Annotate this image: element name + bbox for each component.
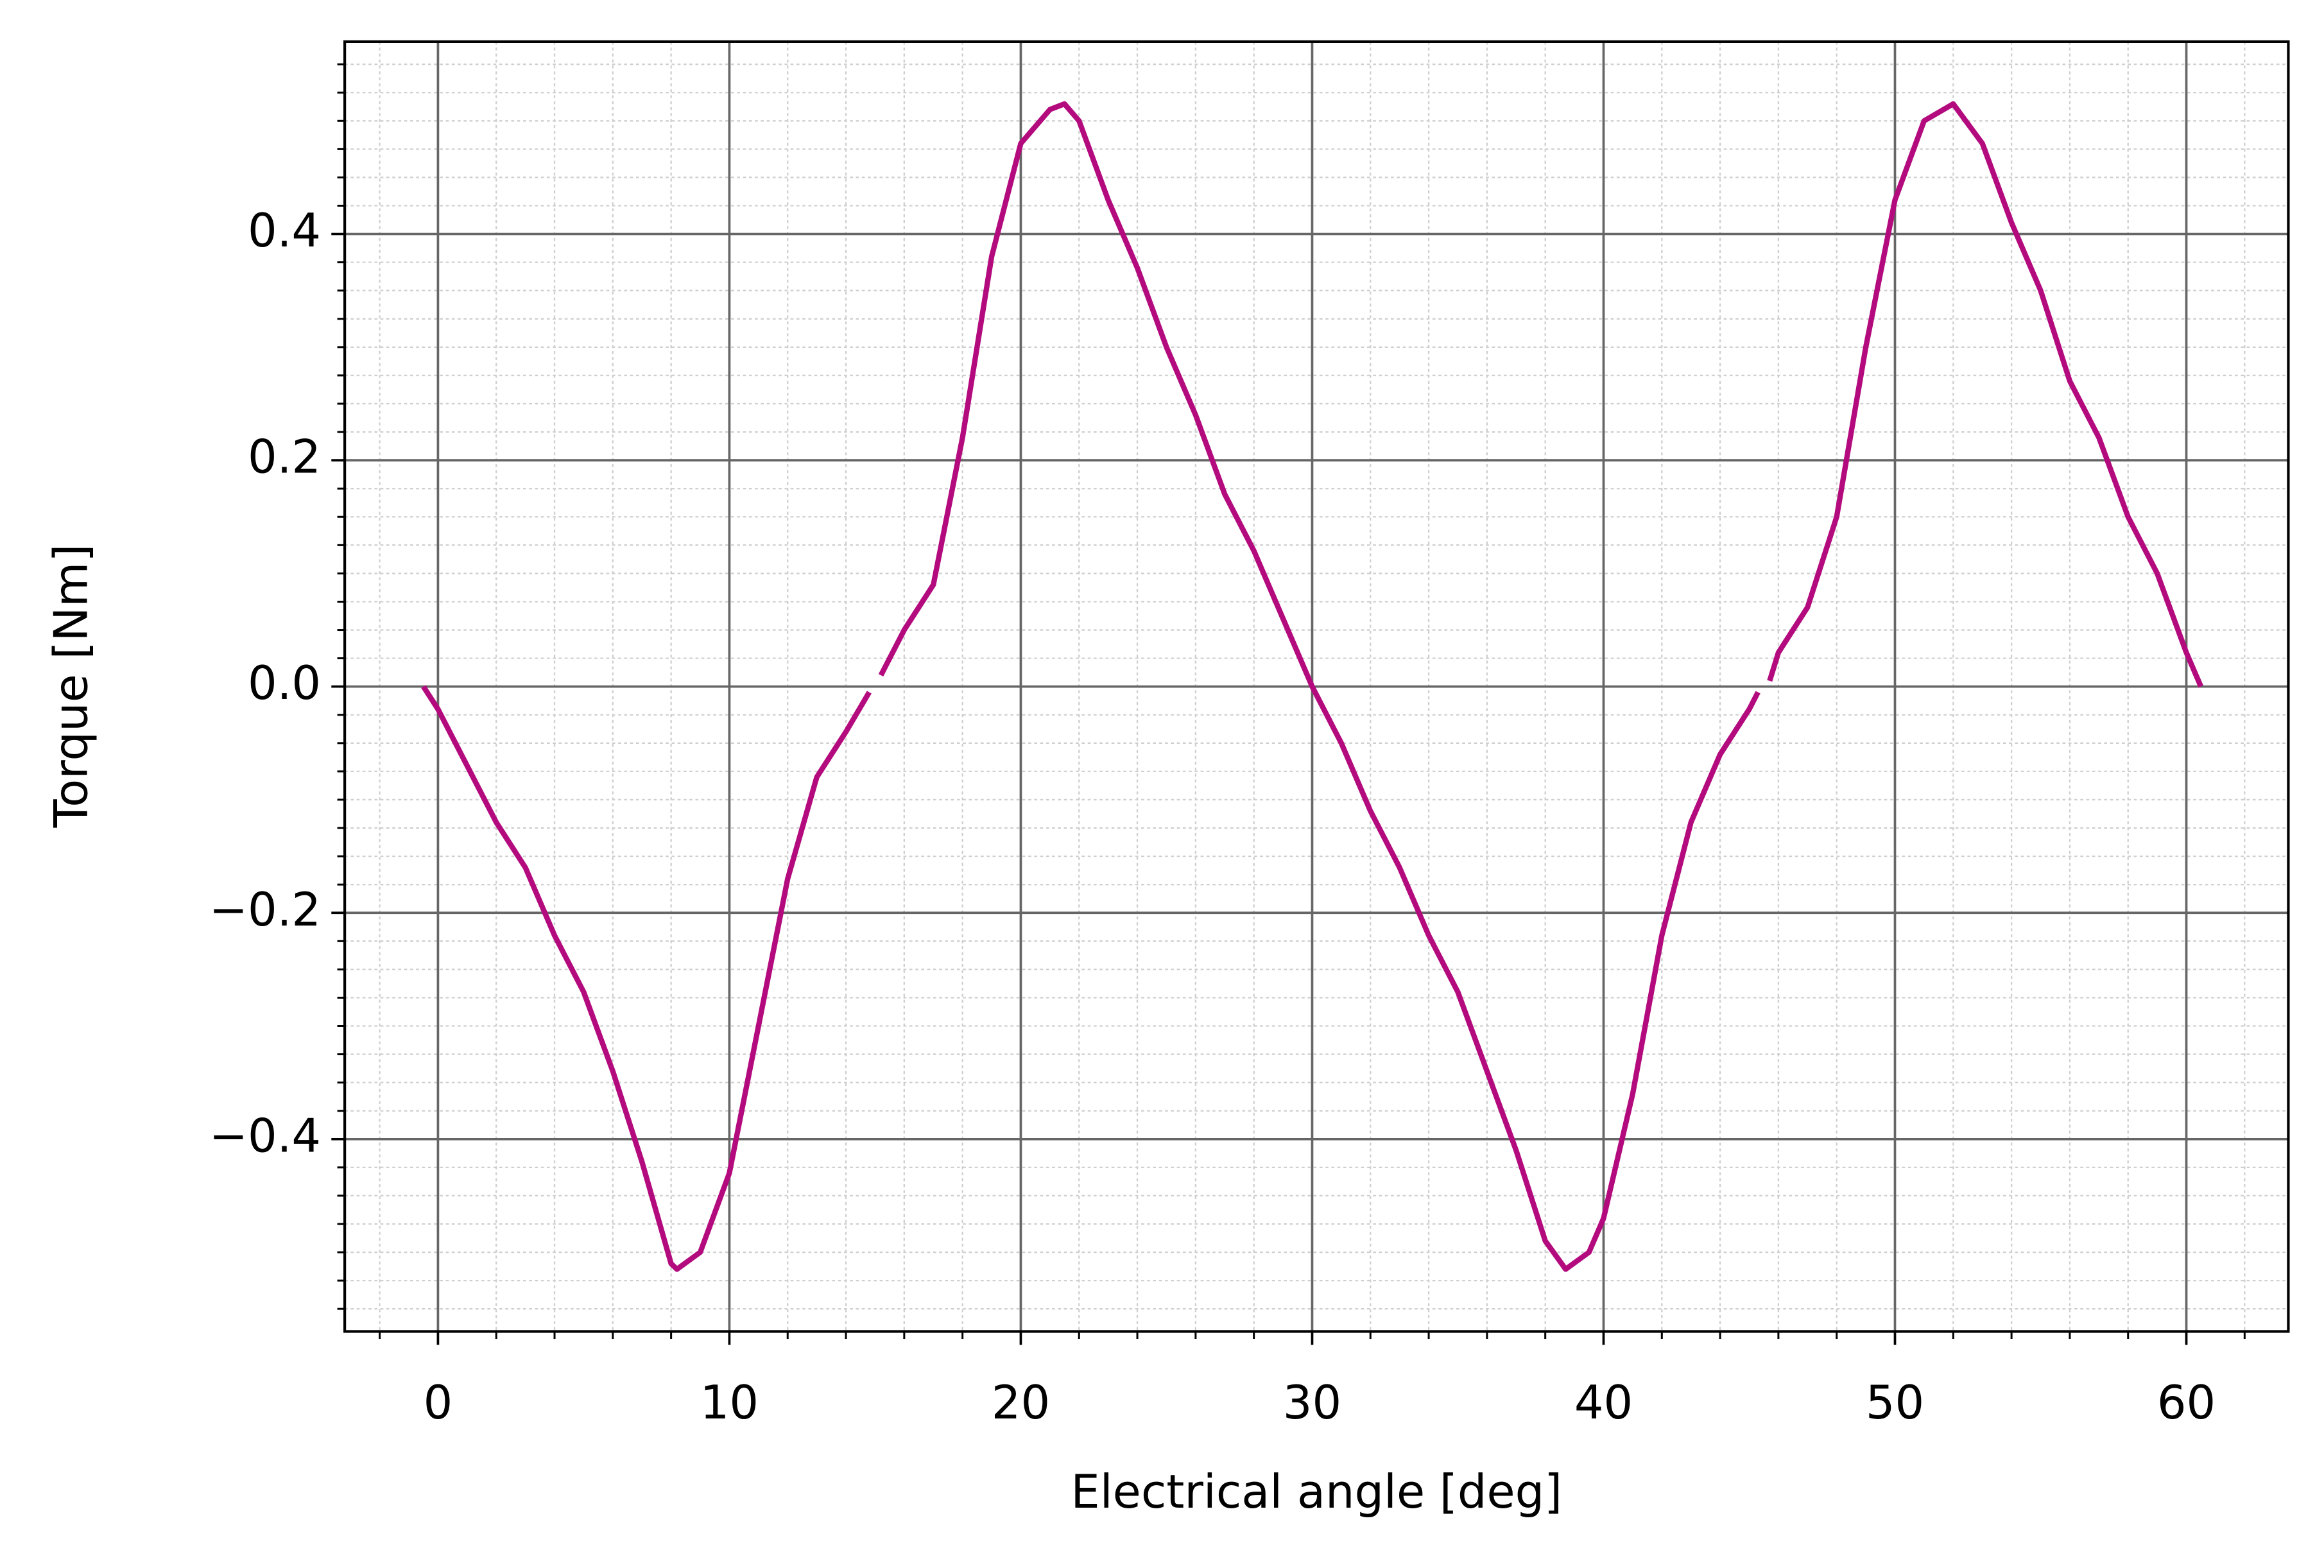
- y-tick-label: −0.2: [209, 883, 321, 936]
- x-tick-label: 40: [1574, 1375, 1633, 1429]
- x-tick-label: 0: [424, 1375, 453, 1429]
- x-axis-label: Electrical angle [deg]: [1071, 1465, 1562, 1519]
- x-tick-label: 50: [1866, 1375, 1924, 1429]
- y-tick-label: 0.4: [248, 203, 321, 257]
- x-tick-label: 30: [1283, 1375, 1341, 1429]
- y-axis-label: Torque [Nm]: [44, 544, 98, 829]
- x-tick-label: 10: [700, 1375, 759, 1429]
- x-tick-label: 60: [2157, 1375, 2216, 1429]
- y-tick-label: −0.4: [209, 1108, 321, 1162]
- data-line: [421, 101, 2204, 1272]
- y-tick-label: 0.2: [248, 430, 321, 484]
- x-tick-label: 20: [992, 1375, 1050, 1429]
- plot-frame: [343, 40, 2290, 1333]
- y-tick-label: 0.0: [248, 656, 321, 710]
